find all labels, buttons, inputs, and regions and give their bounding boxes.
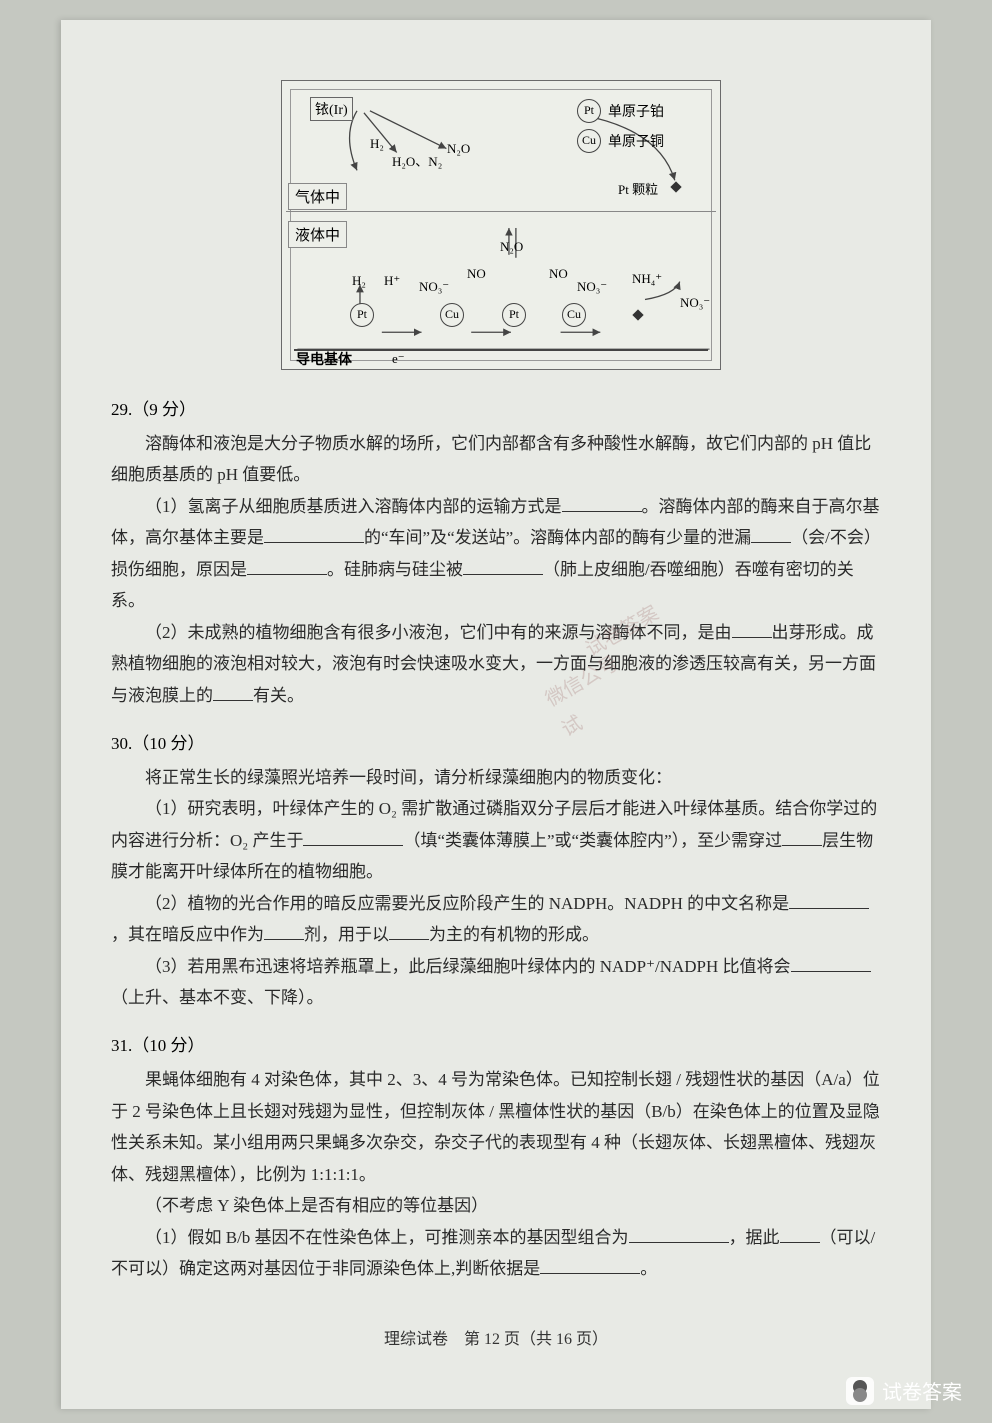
pt-particle-label: Pt 颗粒	[618, 179, 658, 198]
pt-node-2: Pt	[502, 303, 526, 327]
q31-p1: （1）假如 B/b 基因不在性染色体上，可推测亲本的基因型组合为，据此（可以/不…	[111, 1222, 881, 1285]
q29-block: 溶酶体和液泡是大分子物质水解的场所，它们内部都含有多种酸性水解酶，故它们内部的 …	[111, 428, 881, 711]
q30-p2b: ，其在暗反应中作为	[111, 925, 264, 944]
ir-label: 铱(Ir)	[310, 97, 353, 121]
no3-2: NO₃⁻	[577, 279, 607, 295]
q30-p3b: （上升、基本不变、下降）。	[111, 988, 324, 1007]
h2-liq: H₂	[352, 273, 366, 289]
q31-note: （不考虑 Y 染色体上是否有相应的等位基因）	[111, 1190, 881, 1221]
q31-p1b: ，据此	[729, 1228, 780, 1247]
brand-icon	[846, 1377, 874, 1405]
chemistry-diagram: 铱(Ir) Pt 单原子铂 Cu 单原子铜 H₂ H₂O、N₂ N₂O Pt 颗…	[281, 80, 721, 370]
q30-intro: 将正常生长的绿藻照光培养一段时间，请分析绿藻细胞内的物质变化：	[111, 762, 881, 793]
blank	[247, 558, 327, 575]
n2o-mid: N₂O	[500, 239, 523, 255]
base-label: 导电基体	[296, 349, 352, 369]
exam-page: 铱(Ir) Pt 单原子铂 Cu 单原子铜 H₂ H₂O、N₂ N₂O Pt 颗…	[61, 20, 931, 1409]
q30-head: 30.（10 分）	[111, 729, 881, 754]
reaction-arrows	[282, 81, 720, 369]
pt-node-1: Pt	[350, 303, 374, 327]
blank	[264, 923, 304, 940]
q30-block: 将正常生长的绿藻照光培养一段时间，请分析绿藻细胞内的物质变化： （1）研究表明，…	[111, 762, 881, 1014]
cu-node-1: Cu	[440, 303, 464, 327]
blank	[213, 684, 253, 701]
pt-top-node: Pt	[577, 99, 601, 123]
q29-p2a: （2）未成熟的植物细胞含有很多小液泡，它们中有的来源与溶酶体不同，是由	[145, 623, 732, 642]
no3-1: NO₃⁻	[419, 279, 449, 295]
cu-label: 单原子铜	[608, 131, 664, 151]
page-footer: 理综试卷 第 12 页（共 16 页）	[111, 1325, 881, 1349]
q31-p1d: 。	[640, 1259, 657, 1278]
pt-sym-2: Pt	[509, 307, 519, 321]
blank	[540, 1257, 640, 1274]
q31-intro: 果蝇体细胞有 4 对染色体，其中 2、3、4 号为常染色体。已知控制长翅 / 残…	[111, 1064, 881, 1190]
q30-p1b: （填“类囊体薄膜上”或“类囊体腔内”），至少需穿过	[403, 831, 782, 850]
blank	[303, 829, 403, 846]
h2-gas: H₂	[370, 136, 384, 152]
q29-p1: （1）氢离子从细胞质基质进入溶酶体内部的运输方式是。溶酶体内部的酶来自于高尔基体…	[111, 491, 881, 617]
electron-label: e⁻	[392, 351, 405, 367]
blank	[791, 955, 871, 972]
q31-p1a: （1）假如 B/b 基因不在性染色体上，可推测亲本的基因型组合为	[145, 1228, 629, 1247]
cu-sym-1: Cu	[445, 307, 459, 321]
blank	[463, 558, 543, 575]
q30-p2a: （2）植物的光合作用的暗反应需要光反应阶段产生的 NADPH。NADPH 的中文…	[145, 894, 789, 913]
blank	[629, 1226, 729, 1243]
q30-p1: （1）研究表明，叶绿体产生的 O₂ 需扩散通过磷脂双分子层后才能进入叶绿体基质。…	[111, 793, 881, 887]
brand-badge: 试卷答案	[846, 1376, 962, 1405]
no3-3: NO₃⁻	[680, 295, 710, 311]
cu-top-node: Cu	[577, 129, 601, 153]
q29-head: 29.（9 分）	[111, 395, 881, 420]
no-1: NO	[467, 266, 486, 282]
nh4: NH₄⁺	[632, 271, 662, 287]
n2o-gas: N₂O	[447, 141, 470, 157]
blank	[789, 892, 869, 909]
q29-p2c: 有关。	[253, 686, 304, 705]
blank	[782, 829, 822, 846]
pt-symbol: Pt	[584, 103, 594, 117]
q29-intro: 溶酶体和液泡是大分子物质水解的场所，它们内部都含有多种酸性水解酶，故它们内部的 …	[111, 428, 881, 491]
blank	[562, 495, 642, 512]
blank	[780, 1226, 820, 1243]
cu-node-2: Cu	[562, 303, 586, 327]
cu-sym-2: Cu	[567, 307, 581, 321]
q30-p3: （3）若用黑布迅速将培养瓶罩上，此后绿藻细胞叶绿体内的 NADP⁺/NADPH …	[111, 951, 881, 1014]
liquid-phase-label: 液体中	[288, 221, 347, 248]
q29-p2: （2）未成熟的植物细胞含有很多小液泡，它们中有的来源与溶酶体不同，是由出芽形成。…	[111, 617, 881, 711]
no-2: NO	[549, 266, 568, 282]
pt-label: 单原子铂	[608, 101, 664, 121]
q30-p2: （2）植物的光合作用的暗反应需要光反应阶段产生的 NADPH。NADPH 的中文…	[111, 888, 881, 951]
brand-text: 试卷答案	[882, 1376, 962, 1405]
q29-p1a: （1）氢离子从细胞质基质进入溶酶体内部的运输方式是	[145, 497, 562, 516]
q30-p3a: （3）若用黑布迅速将培养瓶罩上，此后绿藻细胞叶绿体内的 NADP⁺/NADPH …	[145, 957, 791, 976]
h-plus: H⁺	[384, 273, 400, 289]
q31-head: 31.（10 分）	[111, 1031, 881, 1056]
blank	[751, 526, 791, 543]
q30-p2d: 为主的有机物的形成。	[429, 925, 599, 944]
blank	[732, 621, 772, 638]
blank	[389, 923, 429, 940]
blank	[264, 526, 364, 543]
q31-block: 果蝇体细胞有 4 对染色体，其中 2、3、4 号为常染色体。已知控制长翅 / 残…	[111, 1064, 881, 1284]
gas-phase-label: 气体中	[288, 183, 347, 210]
cu-symbol: Cu	[582, 133, 596, 147]
pt-sym-1: Pt	[357, 307, 367, 321]
h2o-n2: H₂O、N₂	[392, 151, 442, 170]
q29-p1c: 的“车间”及“发送站”。溶酶体内部的酶有少量的泄漏	[364, 528, 751, 547]
q30-p2c: 剂，用于以	[304, 925, 389, 944]
q29-p1e: 。硅肺病与硅尘被	[327, 560, 463, 579]
